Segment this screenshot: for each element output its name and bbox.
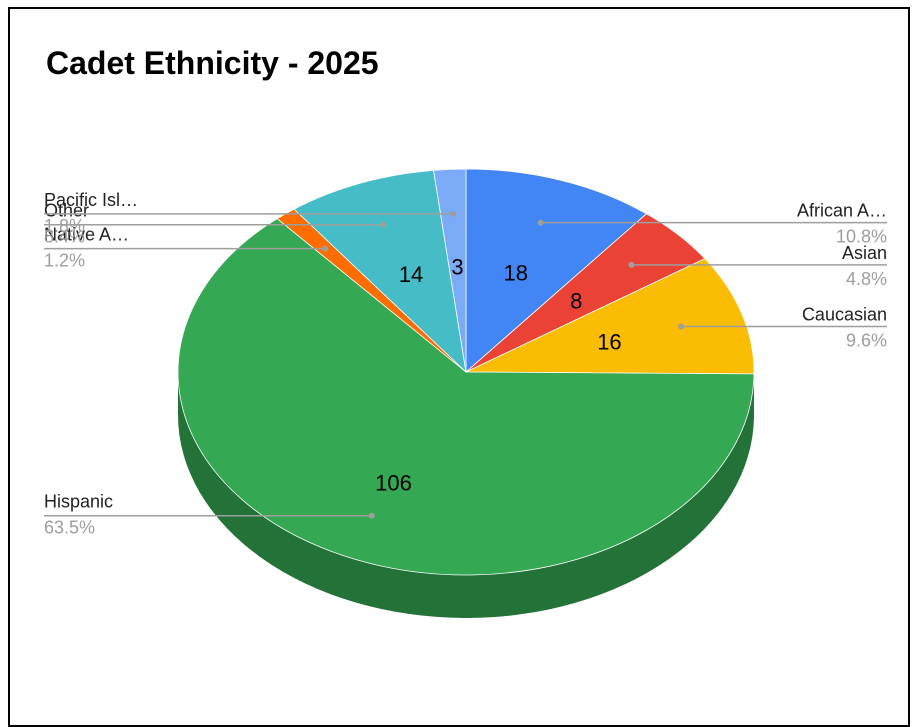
slice-name-label: Pacific Isl… bbox=[44, 190, 138, 210]
leader-dot bbox=[628, 262, 634, 268]
leader-dot bbox=[450, 211, 456, 217]
slice-value-label: 14 bbox=[399, 262, 423, 287]
slice-percent-label: 9.6% bbox=[846, 330, 887, 350]
chart-title: Cadet Ethnicity - 2025 bbox=[46, 45, 379, 81]
slice-name-label: Caucasian bbox=[802, 304, 887, 324]
slice-value-label: 16 bbox=[597, 330, 621, 355]
leader-dot bbox=[678, 323, 684, 329]
leader-dot bbox=[369, 513, 375, 519]
slice-percent-label: 1.2% bbox=[44, 251, 85, 271]
slice-name-label: Asian bbox=[842, 243, 887, 263]
slice-value-label: 3 bbox=[451, 255, 463, 280]
slice-value-label: 106 bbox=[375, 471, 412, 496]
slice-percent-label: 63.5% bbox=[44, 518, 95, 538]
leader-dot bbox=[322, 246, 328, 252]
leader-dot bbox=[538, 220, 544, 226]
slice-name-label: African A… bbox=[797, 201, 887, 221]
pie-slices bbox=[178, 169, 754, 575]
slice-value-label: 8 bbox=[570, 289, 582, 314]
slice-percent-label: 4.8% bbox=[846, 269, 887, 289]
slice-value-label: 18 bbox=[504, 260, 528, 285]
slice-name-label: Hispanic bbox=[44, 492, 113, 512]
leader-dot bbox=[380, 222, 386, 228]
slice-percent-label: 1.8% bbox=[44, 216, 85, 236]
